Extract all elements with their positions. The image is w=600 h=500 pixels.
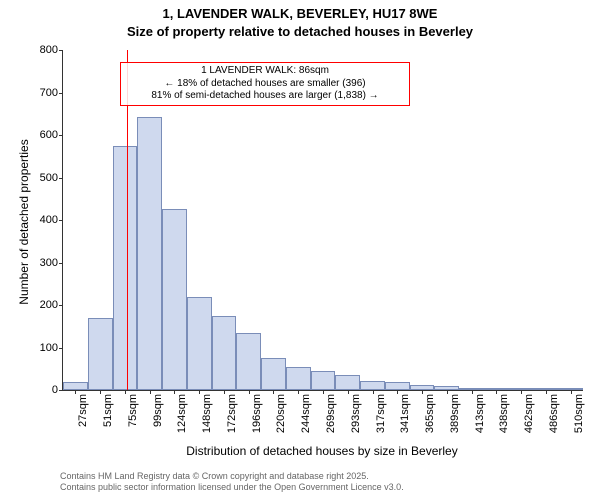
histogram-bar <box>137 117 162 390</box>
annotation-line3: 81% of semi-detached houses are larger (… <box>125 90 405 103</box>
x-tick-label: 341sqm <box>397 394 411 433</box>
x-tick-mark <box>75 390 76 394</box>
x-tick-mark <box>174 390 175 394</box>
histogram-bar <box>113 146 138 390</box>
x-tick-mark <box>571 390 572 394</box>
footer: Contains HM Land Registry data © Crown c… <box>60 471 404 494</box>
x-tick-label: 462sqm <box>521 394 535 433</box>
x-tick-mark <box>249 390 250 394</box>
y-axis-label: Number of detached properties <box>17 132 31 312</box>
x-tick-label: 172sqm <box>224 394 238 433</box>
x-tick-mark <box>348 390 349 394</box>
x-tick-label: 124sqm <box>174 394 188 433</box>
chart-container: 1, LAVENDER WALK, BEVERLEY, HU17 8WE Siz… <box>0 0 600 500</box>
x-tick-label: 269sqm <box>323 394 337 433</box>
x-tick-mark <box>298 390 299 394</box>
x-tick-label: 486sqm <box>546 394 560 433</box>
x-tick-mark <box>150 390 151 394</box>
histogram-bar <box>360 381 385 390</box>
x-tick-mark <box>472 390 473 394</box>
x-tick-label: 510sqm <box>571 394 585 433</box>
x-tick-label: 365sqm <box>422 394 436 433</box>
annotation-box: 1 LAVENDER WALK: 86sqm ← 18% of detached… <box>120 62 410 106</box>
x-tick-mark <box>373 390 374 394</box>
title-line1: 1, LAVENDER WALK, BEVERLEY, HU17 8WE <box>0 6 600 21</box>
x-tick-label: 75sqm <box>125 394 139 427</box>
y-tick-mark <box>59 135 63 136</box>
x-tick-mark <box>422 390 423 394</box>
x-tick-mark <box>100 390 101 394</box>
x-tick-label: 99sqm <box>150 394 164 427</box>
histogram-bar <box>63 382 88 391</box>
histogram-bar <box>212 316 237 390</box>
histogram-bar <box>261 358 286 390</box>
histogram-bar <box>88 318 113 390</box>
x-tick-label: 196sqm <box>249 394 263 433</box>
histogram-bar <box>162 209 187 390</box>
x-tick-mark <box>323 390 324 394</box>
annotation-line2: ← 18% of detached houses are smaller (39… <box>125 78 405 91</box>
x-tick-mark <box>496 390 497 394</box>
x-tick-mark <box>224 390 225 394</box>
x-tick-mark <box>546 390 547 394</box>
x-tick-label: 27sqm <box>75 394 89 427</box>
y-tick-mark <box>59 348 63 349</box>
annotation-line1: 1 LAVENDER WALK: 86sqm <box>125 65 405 78</box>
y-tick-mark <box>59 390 63 391</box>
footer-line2: Contains public sector information licen… <box>60 482 404 494</box>
x-tick-mark <box>397 390 398 394</box>
histogram-bar <box>335 375 360 390</box>
y-tick-mark <box>59 263 63 264</box>
x-tick-label: 413sqm <box>472 394 486 433</box>
histogram-bar <box>286 367 311 390</box>
histogram-bar <box>311 371 336 390</box>
y-tick-mark <box>59 50 63 51</box>
y-tick-mark <box>59 178 63 179</box>
x-tick-label: 389sqm <box>447 394 461 433</box>
histogram-bar <box>385 382 410 390</box>
x-tick-label: 244sqm <box>298 394 312 433</box>
x-tick-label: 317sqm <box>373 394 387 433</box>
x-tick-label: 220sqm <box>273 394 287 433</box>
x-tick-label: 438sqm <box>496 394 510 433</box>
x-tick-label: 148sqm <box>199 394 213 433</box>
histogram-bar <box>236 333 261 390</box>
x-tick-mark <box>273 390 274 394</box>
x-tick-mark <box>125 390 126 394</box>
title-line2: Size of property relative to detached ho… <box>0 24 600 39</box>
x-tick-mark <box>521 390 522 394</box>
histogram-bar <box>187 297 212 391</box>
y-tick-mark <box>59 93 63 94</box>
x-tick-label: 51sqm <box>100 394 114 427</box>
x-tick-mark <box>447 390 448 394</box>
y-tick-mark <box>59 305 63 306</box>
x-tick-mark <box>199 390 200 394</box>
x-tick-label: 293sqm <box>348 394 362 433</box>
footer-line1: Contains HM Land Registry data © Crown c… <box>60 471 404 483</box>
x-axis-label: Distribution of detached houses by size … <box>62 444 582 458</box>
y-tick-mark <box>59 220 63 221</box>
